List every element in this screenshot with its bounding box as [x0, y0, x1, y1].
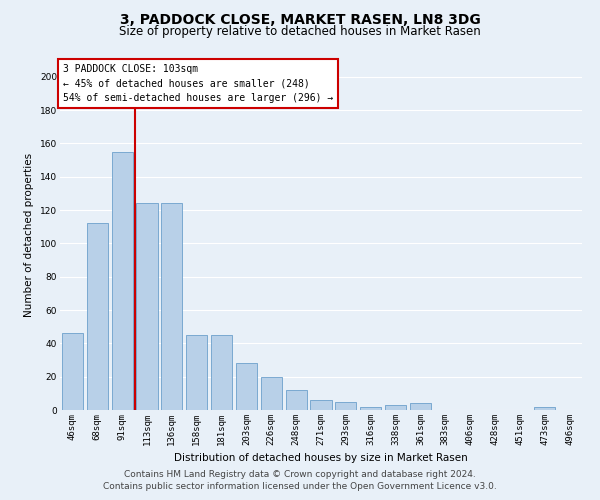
Bar	[62, 334, 83, 410]
Bar	[211, 335, 232, 410]
Text: 3, PADDOCK CLOSE, MARKET RASEN, LN8 3DG: 3, PADDOCK CLOSE, MARKET RASEN, LN8 3DG	[119, 12, 481, 26]
Bar	[161, 204, 182, 410]
Bar	[385, 405, 406, 410]
X-axis label: Distribution of detached houses by size in Market Rasen: Distribution of detached houses by size …	[174, 454, 468, 464]
Text: Size of property relative to detached houses in Market Rasen: Size of property relative to detached ho…	[119, 25, 481, 38]
Text: 3 PADDOCK CLOSE: 103sqm
← 45% of detached houses are smaller (248)
54% of semi-d: 3 PADDOCK CLOSE: 103sqm ← 45% of detache…	[62, 64, 333, 103]
Bar	[286, 390, 307, 410]
Bar	[360, 406, 381, 410]
Bar	[310, 400, 332, 410]
Bar	[236, 364, 257, 410]
Bar	[186, 335, 207, 410]
Bar	[261, 376, 282, 410]
Bar	[335, 402, 356, 410]
Bar	[410, 404, 431, 410]
Bar	[534, 406, 555, 410]
Text: Contains HM Land Registry data © Crown copyright and database right 2024.
Contai: Contains HM Land Registry data © Crown c…	[103, 470, 497, 491]
Y-axis label: Number of detached properties: Number of detached properties	[25, 153, 34, 317]
Bar	[87, 224, 108, 410]
Bar	[112, 152, 133, 410]
Bar	[136, 204, 158, 410]
